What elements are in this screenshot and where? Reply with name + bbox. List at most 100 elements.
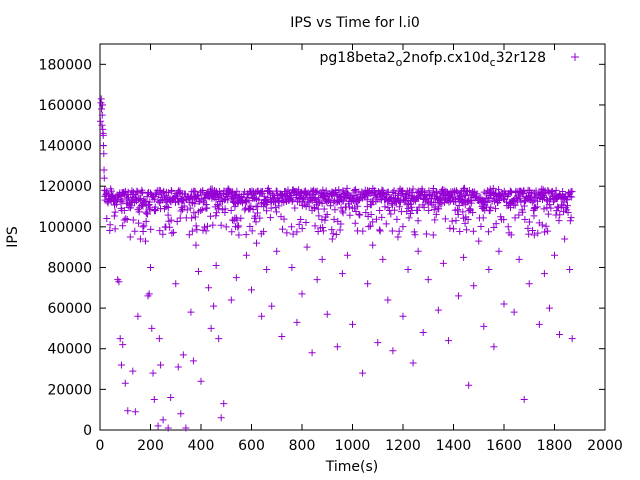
y-tick-label: 180000 — [39, 57, 92, 73]
data-point — [124, 407, 132, 415]
data-point — [103, 189, 111, 197]
data-point — [120, 206, 128, 214]
data-point — [267, 204, 275, 212]
data-point — [561, 235, 569, 243]
data-point — [263, 207, 271, 215]
data-point — [355, 210, 363, 218]
data-point — [215, 335, 223, 343]
data-point — [242, 231, 250, 239]
data-point — [115, 278, 123, 286]
data-point — [189, 357, 197, 365]
data-point — [566, 217, 574, 225]
data-point — [465, 381, 473, 389]
data-point — [479, 214, 487, 222]
data-point — [544, 227, 552, 235]
data-point — [187, 308, 195, 316]
data-point — [422, 230, 430, 238]
data-point — [411, 195, 419, 203]
data-point — [188, 214, 196, 222]
data-point — [414, 217, 422, 225]
data-point — [409, 185, 417, 193]
x-axis-label: Time(s) — [325, 459, 378, 475]
data-point — [293, 318, 301, 326]
y-tick-label: 100000 — [39, 220, 92, 236]
data-point — [332, 231, 340, 239]
data-point — [142, 208, 150, 216]
data-point — [391, 206, 399, 214]
data-point — [492, 220, 500, 228]
data-point — [212, 261, 220, 269]
data-point — [325, 195, 333, 203]
data-point — [568, 187, 576, 195]
data-point — [453, 206, 461, 214]
data-point — [190, 209, 198, 217]
data-point — [179, 351, 187, 359]
data-point — [567, 214, 575, 222]
data-point — [328, 235, 336, 243]
data-point — [217, 221, 225, 229]
data-point — [463, 198, 471, 206]
y-tick-label: 120000 — [39, 179, 92, 195]
data-point — [177, 410, 185, 418]
data-point — [197, 206, 205, 214]
data-point — [119, 341, 127, 349]
data-point — [556, 331, 564, 339]
data-point — [251, 194, 259, 202]
data-point — [256, 214, 264, 222]
data-point — [349, 320, 356, 328]
data-point — [318, 216, 326, 224]
data-point — [186, 204, 194, 212]
data-point — [366, 222, 374, 230]
data-point — [378, 213, 386, 221]
data-point — [210, 302, 218, 310]
data-point — [339, 209, 347, 217]
data-point — [121, 379, 129, 387]
data-point — [200, 223, 208, 231]
data-point — [431, 216, 439, 224]
data-point — [233, 216, 241, 224]
data-point — [389, 347, 397, 355]
data-point — [178, 197, 186, 205]
data-point — [122, 215, 130, 223]
data-point — [542, 222, 550, 230]
data-point — [260, 228, 268, 236]
data-point — [520, 396, 528, 404]
data-point — [159, 416, 167, 424]
data-point — [420, 203, 428, 211]
data-point — [194, 268, 202, 276]
data-point — [445, 198, 453, 206]
data-point — [280, 215, 288, 223]
data-point — [322, 187, 330, 195]
data-point — [552, 186, 560, 194]
y-tick-label: 40000 — [47, 342, 92, 358]
data-point — [366, 189, 374, 197]
plot-frame — [99, 43, 606, 431]
data-point — [504, 223, 512, 231]
data-point — [266, 214, 274, 222]
data-point — [503, 192, 511, 200]
data-point — [444, 337, 452, 345]
data-point — [323, 310, 331, 318]
data-point — [460, 197, 468, 205]
data-point — [172, 280, 180, 288]
data-point — [273, 187, 281, 195]
data-point — [337, 204, 345, 212]
data-point — [485, 228, 493, 236]
data-point — [126, 233, 134, 241]
data-point — [209, 221, 217, 229]
data-point — [372, 215, 380, 223]
data-point — [134, 312, 142, 320]
data-point — [470, 282, 478, 290]
data-point — [367, 211, 375, 219]
data-point — [248, 227, 256, 235]
data-point — [111, 208, 119, 216]
data-point — [384, 204, 392, 212]
x-tick-label: 1400 — [436, 438, 472, 454]
data-point — [242, 251, 250, 259]
data-point — [199, 187, 207, 195]
data-point — [516, 195, 524, 203]
data-point — [487, 203, 495, 211]
data-point — [351, 204, 359, 212]
data-point — [371, 187, 379, 195]
data-point — [530, 231, 538, 239]
